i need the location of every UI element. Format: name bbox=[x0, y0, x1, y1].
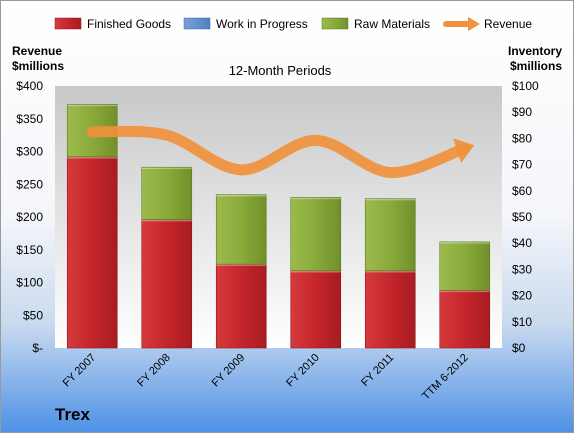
revenue-line bbox=[86, 125, 471, 178]
legend-label-raw-materials: Raw Materials bbox=[354, 17, 430, 31]
right-tick-label: $40 bbox=[512, 236, 532, 250]
left-tick-label: $400 bbox=[16, 79, 43, 93]
legend-label-revenue: Revenue bbox=[484, 17, 532, 31]
legend-item-work-in-progress: Work in Progress bbox=[183, 17, 308, 31]
left-tick-label: $200 bbox=[16, 210, 43, 224]
legend-item-finished-goods: Finished Goods bbox=[54, 17, 171, 31]
right-axis: $0 $10 $20 $30 $40 $50 $60 $70 $80 $90 $100 bbox=[512, 79, 539, 355]
left-axis-title-line1: Revenue bbox=[12, 44, 62, 58]
legend-swatch-raw-materials bbox=[321, 17, 349, 30]
plot-area bbox=[55, 86, 502, 348]
legend-arrowhead-revenue bbox=[468, 17, 480, 31]
bar-finished-goods bbox=[439, 290, 491, 349]
right-tick-label: $0 bbox=[512, 341, 526, 355]
legend-swatch-finished-goods bbox=[54, 17, 82, 30]
bars bbox=[66, 104, 491, 349]
bar-finished-goods bbox=[66, 156, 118, 349]
right-tick-label: $90 bbox=[512, 105, 532, 119]
left-tick-label: $100 bbox=[16, 276, 43, 290]
bar-raw-materials bbox=[290, 197, 342, 272]
revenue-line-group bbox=[86, 125, 475, 178]
right-tick-label: $60 bbox=[512, 184, 532, 198]
bar-finished-goods bbox=[215, 263, 267, 349]
bar-finished-goods bbox=[290, 270, 342, 349]
company-name: Trex bbox=[55, 405, 90, 424]
right-tick-label: $50 bbox=[512, 210, 532, 224]
right-tick-label: $10 bbox=[512, 315, 532, 329]
right-tick-label: $70 bbox=[512, 158, 532, 172]
revenue-arrowhead bbox=[453, 138, 475, 164]
legend-item-raw-materials: Raw Materials bbox=[321, 17, 430, 31]
bar-raw-materials bbox=[364, 198, 416, 272]
legend: Finished Goods Work in Progress Raw Mate… bbox=[54, 17, 532, 31]
right-tick-label: $100 bbox=[512, 79, 539, 93]
left-tick-label: $- bbox=[32, 341, 43, 355]
left-tick-label: $250 bbox=[16, 177, 43, 191]
bar-raw-materials bbox=[215, 194, 267, 265]
bar-finished-goods bbox=[364, 270, 416, 349]
left-tick-label: $350 bbox=[16, 112, 43, 126]
left-axis: $- $50 $100 $150 $200 $250 $300 $350 $400 bbox=[16, 79, 43, 355]
left-tick-label: $50 bbox=[23, 308, 43, 322]
bar-raw-materials bbox=[439, 241, 491, 291]
legend-item-revenue: Revenue bbox=[443, 17, 532, 31]
right-tick-label: $20 bbox=[512, 289, 532, 303]
left-tick-label: $300 bbox=[16, 145, 43, 159]
right-tick-label: $80 bbox=[512, 131, 532, 145]
legend-label-work-in-progress: Work in Progress bbox=[216, 17, 308, 31]
left-axis-title-line2: $millions bbox=[12, 59, 64, 73]
legend-swatch-work-in-progress bbox=[183, 17, 211, 30]
right-axis-title-line2: $millions bbox=[510, 59, 562, 73]
right-axis-title-line1: Inventory bbox=[508, 44, 562, 58]
bar-raw-materials bbox=[141, 166, 193, 220]
right-tick-label: $30 bbox=[512, 262, 532, 276]
legend-label-finished-goods: Finished Goods bbox=[87, 17, 171, 31]
left-tick-label: $150 bbox=[16, 243, 43, 257]
chart-title: 12-Month Periods bbox=[229, 63, 332, 78]
bar-finished-goods bbox=[141, 219, 193, 349]
